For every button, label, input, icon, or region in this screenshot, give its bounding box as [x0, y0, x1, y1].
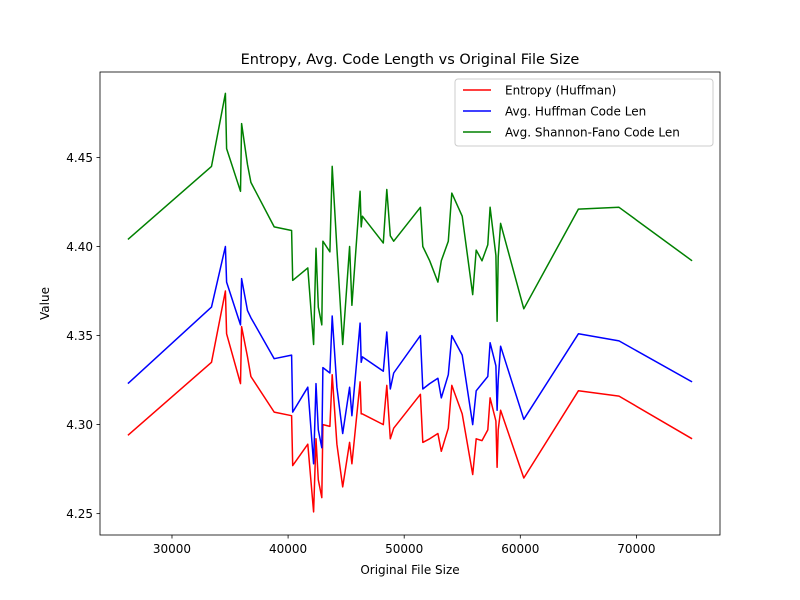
x-tick-label: 40000 — [269, 542, 307, 556]
plot-background — [100, 72, 720, 535]
legend-label: Avg. Shannon-Fano Code Len — [505, 125, 680, 139]
x-tick-label: 60000 — [501, 542, 539, 556]
series-line-2 — [127, 245, 693, 465]
series-lines — [127, 92, 693, 513]
x-tick-label: 30000 — [153, 542, 191, 556]
legend-label: Avg. Huffman Code Len — [505, 104, 646, 118]
plot-area — [99, 71, 721, 536]
legend: Entropy (Huffman) Avg. Huffman Code Len Av… — [454, 78, 714, 147]
legend-box — [454, 78, 714, 147]
x-axis-label: Original File Size — [360, 563, 459, 577]
legend-label: Entropy (Huffman) — [505, 83, 616, 97]
y-tick-label: 4.35 — [66, 329, 93, 343]
y-axis-label: Value — [38, 287, 52, 320]
series-line-1 — [127, 290, 693, 513]
y-tick-label: 4.45 — [66, 151, 93, 165]
y-tick-label: 4.30 — [66, 418, 93, 432]
y-tick-label: 4.40 — [66, 240, 93, 254]
x-tick-label: 50000 — [385, 542, 423, 556]
x-axis-ticks: 30000 40000 50000 60000 70000 — [153, 535, 655, 556]
chart-title: Entropy, Avg. Code Length vs Original Fi… — [241, 52, 580, 68]
plot-frame — [99, 71, 721, 536]
y-tick-label: 4.25 — [66, 507, 93, 521]
x-tick-label: 70000 — [617, 542, 655, 556]
series-line-3 — [127, 92, 693, 346]
y-axis-ticks: 4.25 4.30 4.35 4.40 4.45 — [66, 151, 100, 521]
